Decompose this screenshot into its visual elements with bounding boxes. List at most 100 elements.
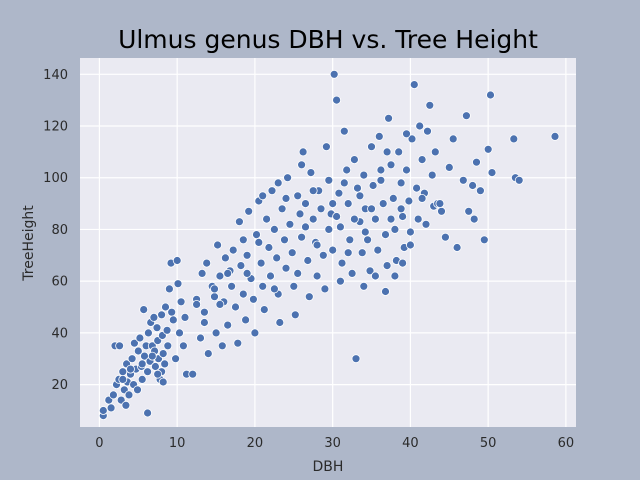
scatter-point <box>143 367 153 377</box>
scatter-point <box>349 214 359 224</box>
y-tick-label: 60 <box>51 275 68 290</box>
y-axis-label: TreeHeight <box>21 205 37 282</box>
scatter-point <box>137 359 147 369</box>
scatter-points <box>98 69 560 421</box>
scatter-point <box>127 354 137 364</box>
scatter-point <box>175 328 184 338</box>
scatter-point <box>298 147 308 157</box>
scatter-point <box>289 281 299 291</box>
scatter-point <box>269 284 279 294</box>
scatter-point <box>376 175 386 185</box>
scatter-point <box>343 248 353 258</box>
scatter-point <box>357 248 367 258</box>
chart-title: Ulmus genus DBH vs. Tree Height <box>118 25 538 54</box>
scatter-point <box>435 199 445 209</box>
scatter-point <box>514 175 524 185</box>
scatter-point <box>164 284 174 294</box>
scatter-point <box>285 219 295 229</box>
scatter-point <box>173 279 183 289</box>
x-tick-label: 30 <box>324 436 341 451</box>
scatter-point <box>415 121 425 131</box>
scatter-point <box>242 250 252 260</box>
scatter-point <box>365 266 375 276</box>
scatter-point <box>252 230 261 240</box>
scatter-point <box>143 328 153 338</box>
scatter-point <box>359 170 369 180</box>
scatter-point <box>342 165 352 175</box>
scatter-point <box>349 155 359 165</box>
scatter-point <box>324 224 334 234</box>
scatter-point <box>238 235 248 245</box>
scatter-point <box>328 199 338 209</box>
scatter-point <box>290 310 300 320</box>
scatter-point <box>171 354 181 364</box>
y-tick-label: 120 <box>43 120 68 135</box>
scatter-point <box>444 162 454 172</box>
scatter-point <box>332 212 342 221</box>
scatter-point <box>106 403 116 413</box>
scatter-point <box>324 175 334 185</box>
scatter-point <box>281 193 291 203</box>
scatter-point <box>262 214 272 224</box>
scatter-point <box>318 250 328 260</box>
scatter-point <box>280 235 289 245</box>
scatter-point <box>133 385 142 395</box>
scatter-point <box>124 390 134 400</box>
scatter-point <box>234 217 244 227</box>
scatter-point <box>197 268 207 278</box>
scatter-point <box>241 315 251 325</box>
x-tick-label: 0 <box>95 436 103 451</box>
y-tick-label: 40 <box>51 326 68 341</box>
scatter-point <box>430 147 440 157</box>
scatter-point <box>386 160 396 170</box>
scatter-point <box>109 390 118 400</box>
scatter-point <box>440 232 450 242</box>
scatter-point <box>487 168 497 178</box>
scatter-point <box>343 199 353 209</box>
scatter-point <box>143 408 153 418</box>
scatter-point <box>293 191 303 201</box>
scatter-point <box>160 359 170 369</box>
scatter-point <box>332 95 342 105</box>
scatter-point <box>162 325 172 335</box>
scatter-point <box>425 100 435 110</box>
scatter-point <box>266 271 275 281</box>
scatter-point <box>355 191 365 201</box>
scatter-point <box>196 333 205 343</box>
scatter-point <box>390 271 400 281</box>
scatter-point <box>283 173 293 183</box>
scatter-point <box>486 90 495 100</box>
scatter-point <box>464 206 474 216</box>
scatter-point <box>135 333 145 343</box>
scatter-point <box>308 186 318 196</box>
scatter-point <box>509 134 519 144</box>
scatter-point <box>258 281 268 291</box>
scatter-point <box>163 341 173 351</box>
scatter-point <box>381 230 390 240</box>
scatter-point <box>211 328 221 338</box>
scatter-point <box>254 237 264 247</box>
y-tick-label: 100 <box>43 171 68 186</box>
scatter-point <box>228 245 238 255</box>
scatter-point <box>312 271 322 281</box>
scatter-point <box>233 338 243 348</box>
scatter-point <box>373 245 383 255</box>
scatter-point <box>328 245 338 255</box>
scatter-point <box>304 292 314 302</box>
scatter-point <box>359 281 369 291</box>
scatter-point <box>413 214 423 224</box>
scatter-point <box>475 186 485 196</box>
scatter-point <box>469 214 479 224</box>
scatter-point <box>367 204 376 214</box>
scatter-point <box>231 302 240 312</box>
scatter-point <box>275 318 285 327</box>
scatter-point <box>483 144 493 154</box>
scatter-point <box>308 214 318 224</box>
scatter-point <box>417 155 427 165</box>
scatter-point <box>472 157 481 167</box>
scatter-point <box>167 307 177 317</box>
scatter-point <box>277 204 287 214</box>
scatter-point <box>370 271 380 281</box>
x-tick-label: 60 <box>558 436 575 451</box>
scatter-point <box>479 235 489 245</box>
